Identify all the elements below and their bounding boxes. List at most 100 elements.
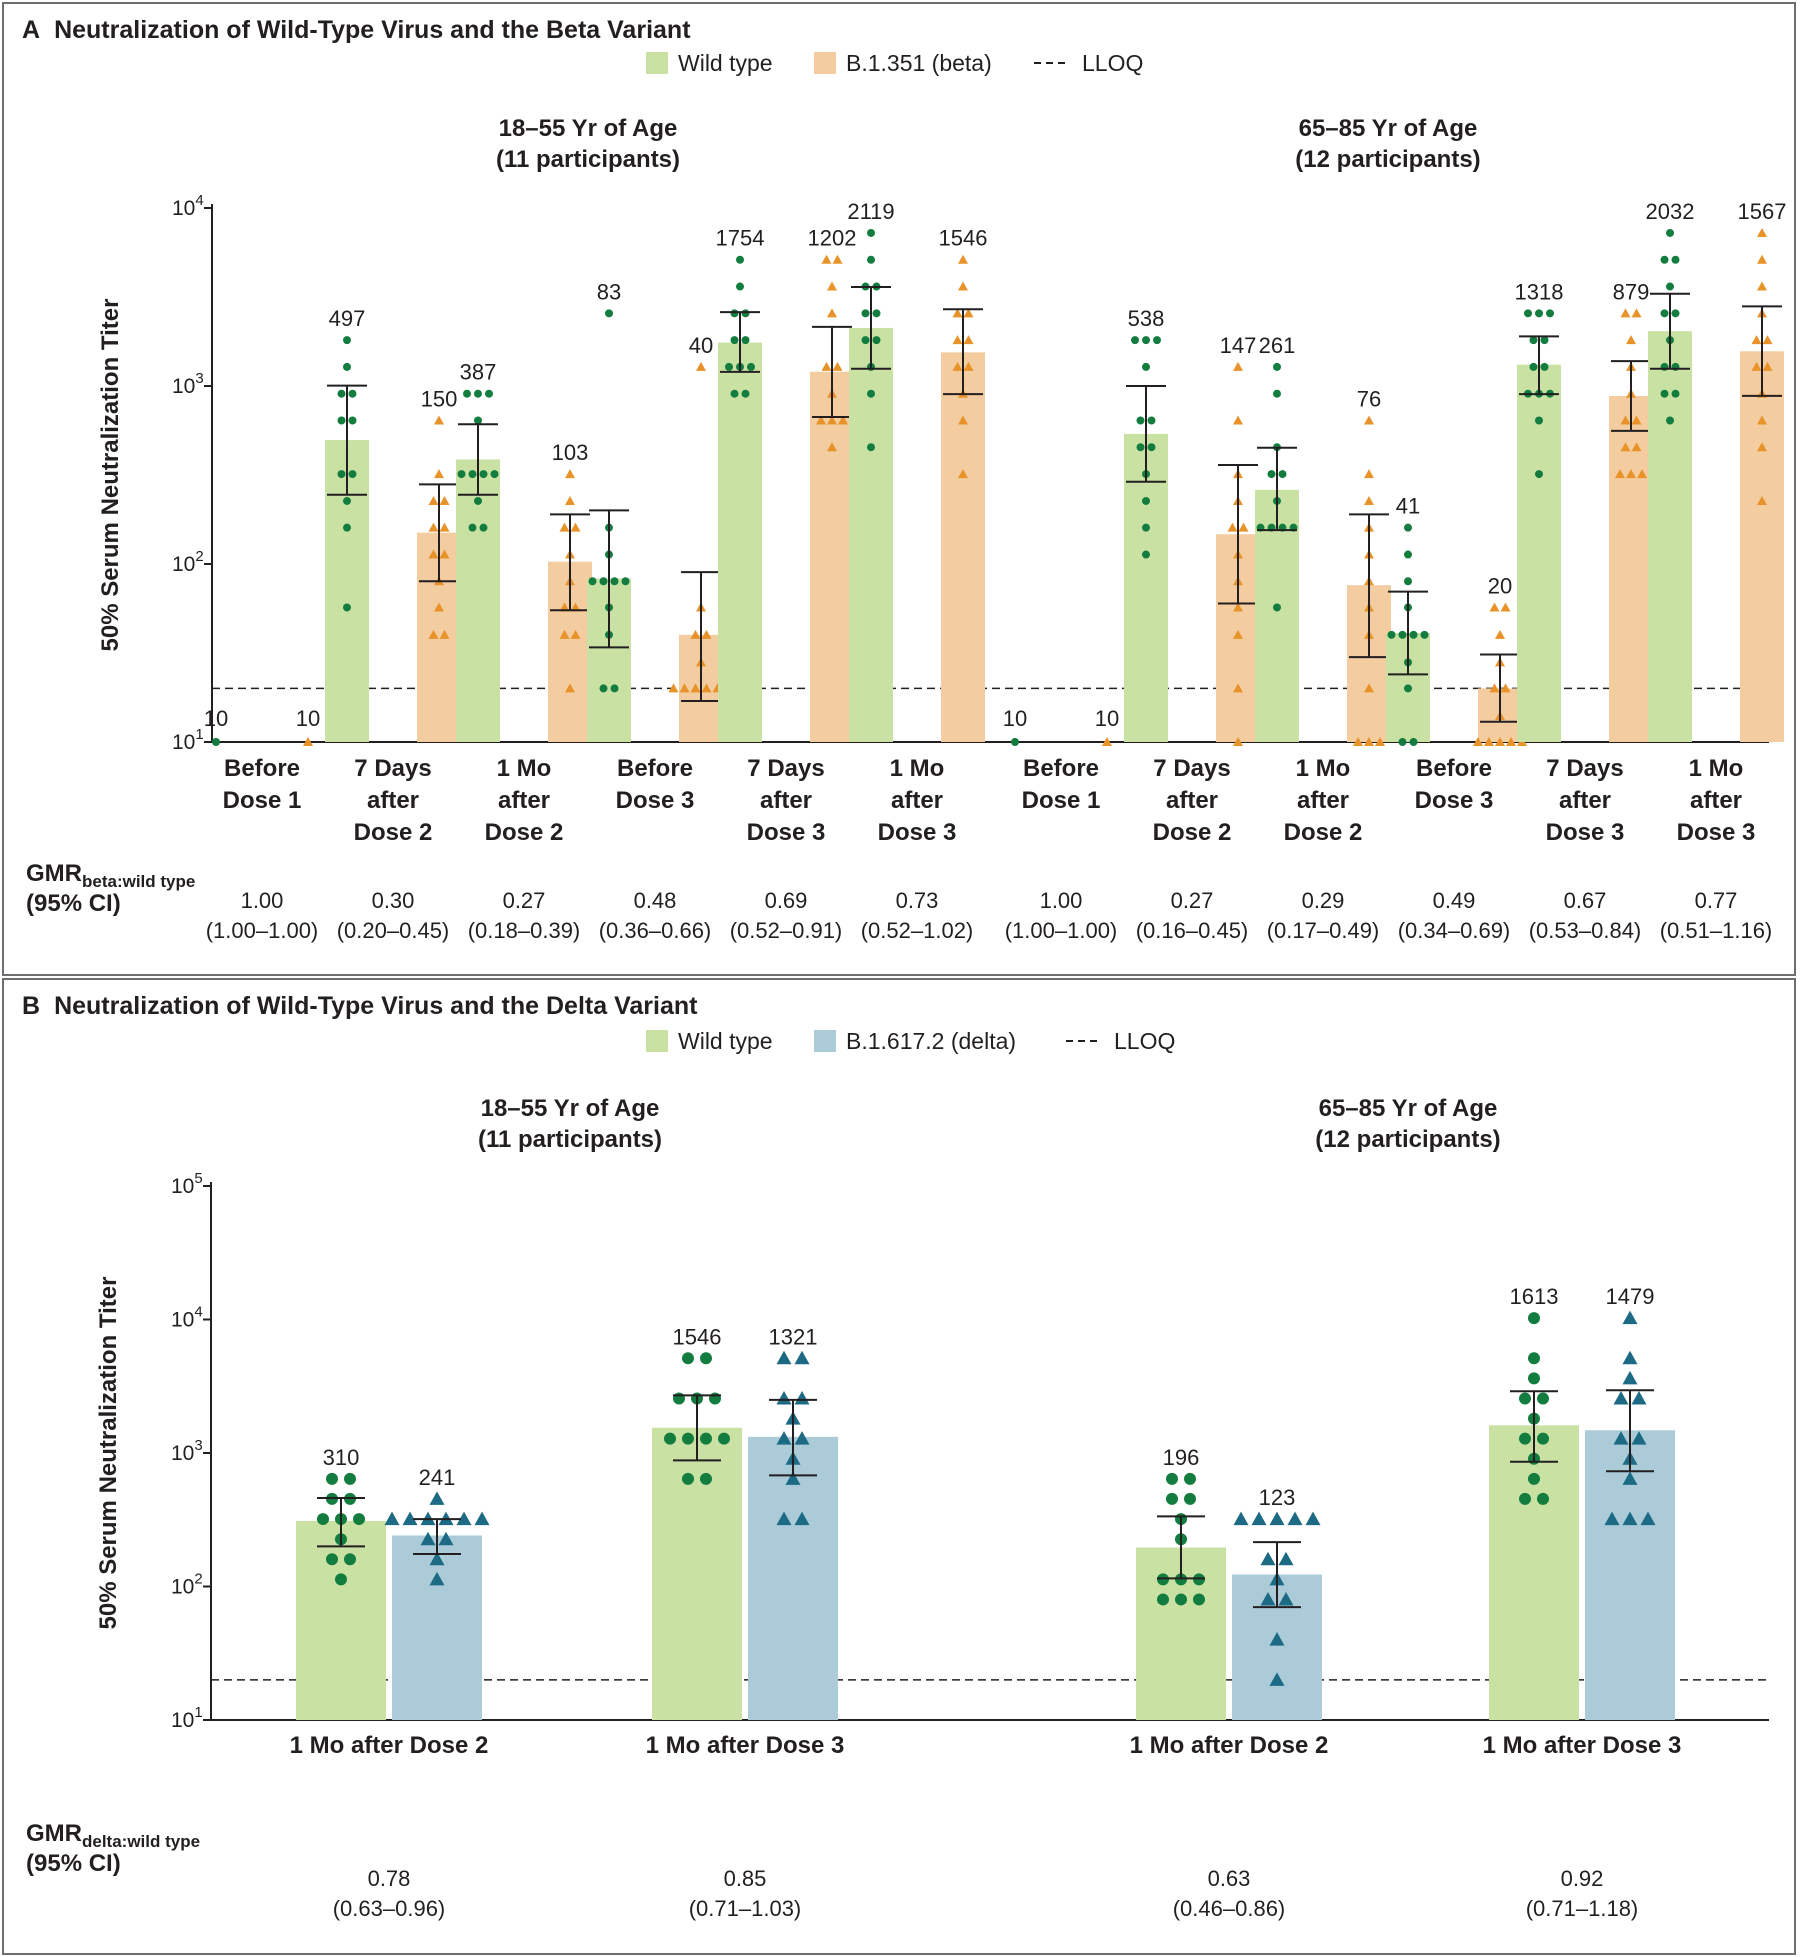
variant-point [1620, 442, 1631, 452]
variant-point [1757, 415, 1767, 425]
variant-point [1489, 683, 1500, 693]
variant-point [1631, 1391, 1647, 1405]
wild-point [1528, 1472, 1540, 1485]
variant-point [384, 1511, 400, 1526]
wild-point [1387, 630, 1396, 639]
variant-point [963, 361, 974, 371]
variant-point [1364, 469, 1374, 479]
legend-lloq-label: LLOQ [1114, 1028, 1175, 1054]
variant-point [438, 1531, 454, 1546]
x-category-label: Before [1416, 755, 1492, 782]
gmr-value: 0.67 [1564, 888, 1607, 913]
variant-point [1364, 495, 1374, 505]
variant-gmt-label: 241 [419, 1465, 456, 1490]
variant-point [434, 602, 444, 612]
wild-point [682, 1432, 694, 1445]
gmr-ci-value: (0.53–0.84) [1529, 918, 1642, 943]
wild-point [736, 282, 744, 291]
variant-point [1757, 495, 1767, 505]
wild-point [348, 416, 357, 425]
x-category-label: 1 Mo [1689, 755, 1744, 782]
variant-point [428, 522, 439, 532]
wild-point [1142, 523, 1150, 532]
wild-gmt-label: 196 [1163, 1445, 1200, 1470]
x-category-label: Dose 3 [1415, 787, 1494, 814]
variant-point [1233, 415, 1243, 425]
variant-point [1238, 522, 1249, 532]
y-tick-label: 101 [171, 1704, 203, 1732]
gmr-value: 0.30 [372, 888, 415, 913]
variant-point [439, 522, 450, 532]
wild-point [1157, 1573, 1169, 1586]
legend-variant-label: B.1.351 (beta) [846, 50, 992, 76]
wild-point [463, 389, 471, 398]
wild-point [1011, 738, 1019, 746]
variant-point [776, 1391, 792, 1405]
wild-point [348, 389, 357, 398]
wild-point [1157, 1593, 1169, 1606]
variant-point [434, 415, 444, 425]
gmr-value: 0.92 [1561, 1866, 1604, 1891]
variant-bar [392, 1535, 482, 1720]
variant-gmt-label: 1202 [808, 226, 857, 251]
x-category-label: 7 Days [354, 755, 431, 782]
wild-bar [1124, 433, 1168, 742]
gmr-ci-value: (0.63–0.96) [333, 1896, 446, 1921]
x-category-label: 1 Mo [890, 755, 945, 782]
variant-point [1473, 737, 1483, 746]
variant-point [794, 1431, 810, 1445]
wild-point [468, 470, 477, 479]
wild-point [1273, 362, 1281, 371]
wild-point [343, 603, 351, 612]
wild-point [1175, 1593, 1187, 1606]
x-category-label: Dose 3 [747, 819, 826, 846]
wild-point [1660, 255, 1669, 264]
wild-bar [1255, 489, 1299, 742]
wild-point [474, 389, 482, 398]
variant-point [1251, 1511, 1267, 1526]
wild-point [1409, 630, 1418, 639]
wild-point [1267, 470, 1276, 479]
wild-point [337, 470, 346, 479]
variant-point [776, 1511, 792, 1526]
x-category-label: after [498, 787, 550, 814]
wild-point [621, 577, 630, 586]
wild-bar [652, 1427, 742, 1720]
variant-point [1500, 683, 1511, 693]
wild-point [1142, 496, 1150, 505]
variant-point [1484, 737, 1494, 746]
wild-point [1528, 1352, 1540, 1365]
gmr-ci-value: (0.52–1.02) [861, 918, 974, 943]
variant-point [1278, 1551, 1294, 1566]
wild-point [700, 1472, 712, 1485]
variant-point [428, 495, 439, 505]
wild-point [1398, 738, 1407, 746]
variant-point [1626, 469, 1636, 479]
variant-point [668, 683, 679, 693]
variant-point [420, 1531, 436, 1546]
wild-point [741, 389, 750, 398]
wild-point [343, 523, 351, 532]
gmr-value: 0.27 [503, 888, 546, 913]
variant-point [1495, 737, 1505, 746]
x-category-label: Before [1023, 755, 1099, 782]
wild-gmt-label: 1754 [716, 226, 765, 251]
variant-gmt-label: 40 [689, 333, 713, 358]
y-axis-title: 50% Serum Neutralization Titer [97, 299, 124, 652]
gmr-value: 0.77 [1695, 888, 1738, 913]
gmr-ci-value: (0.46–0.86) [1173, 1896, 1286, 1921]
y-tick-label: 102 [171, 1571, 203, 1599]
wild-gmt-label: 10 [204, 706, 228, 731]
variant-point [1278, 1591, 1294, 1606]
wild-point [1535, 309, 1543, 318]
variant-gmt-label: 1546 [939, 226, 988, 251]
wild-point [1660, 309, 1669, 318]
wild-point [1142, 336, 1150, 345]
wild-point [468, 523, 477, 532]
wild-point [867, 443, 875, 452]
variant-point [1762, 335, 1773, 345]
wild-point [599, 684, 608, 693]
wild-point [474, 496, 482, 505]
variant-gmt-label: 1321 [769, 1324, 818, 1349]
y-tick-label: 103 [172, 370, 204, 398]
